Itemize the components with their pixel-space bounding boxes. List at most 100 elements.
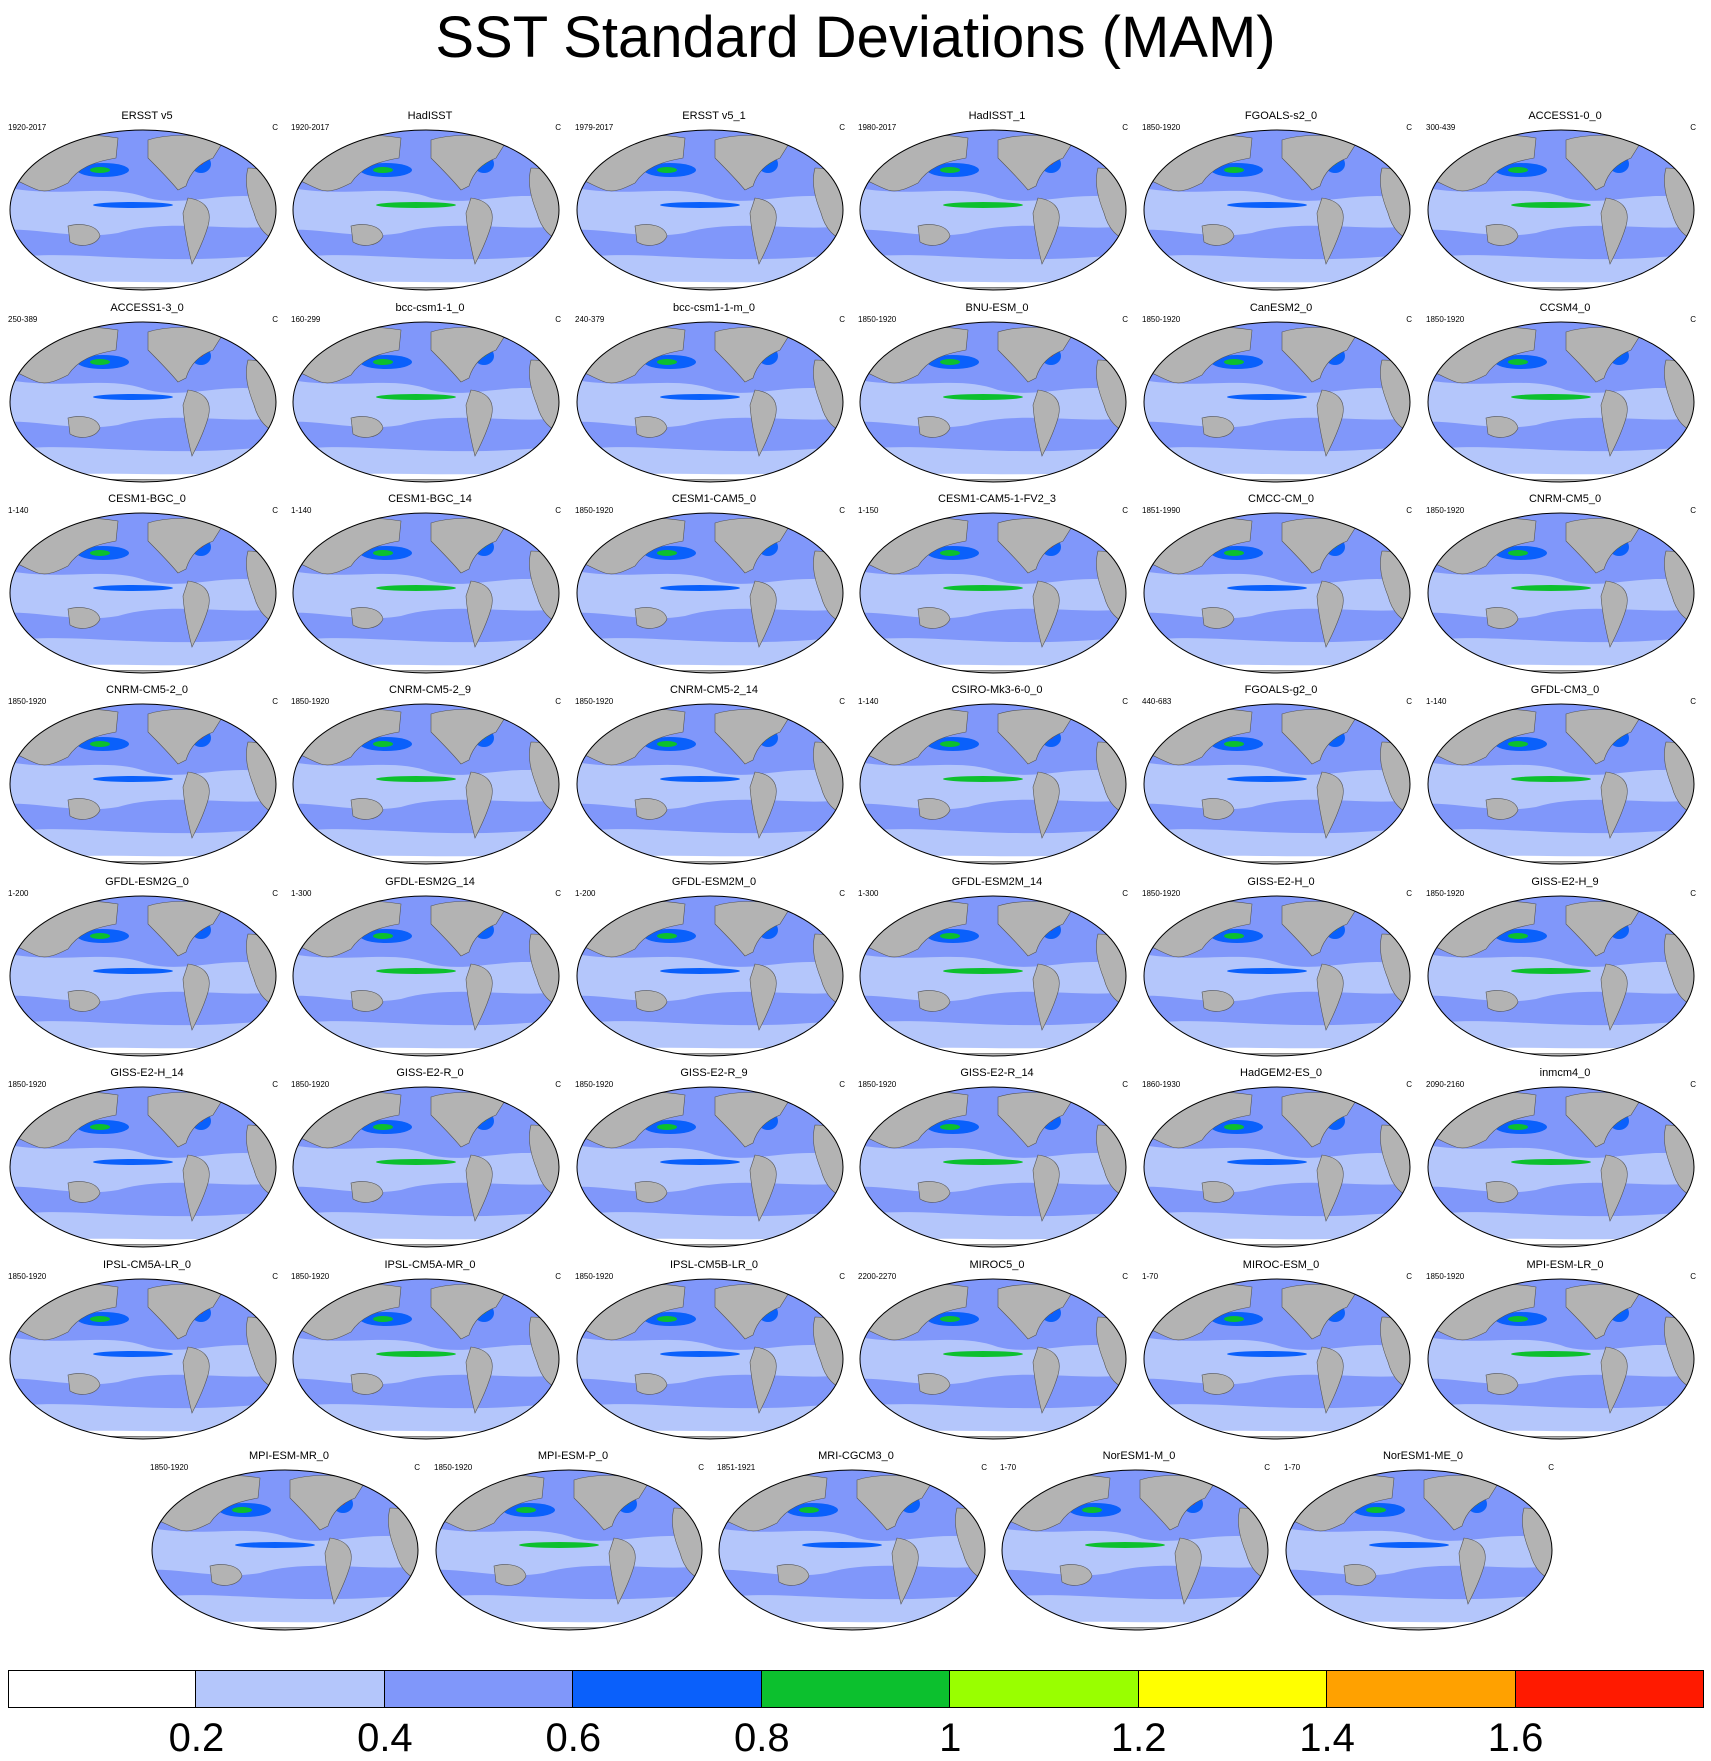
south-america-landmass — [465, 771, 493, 839]
kuroshio-core-anomaly — [373, 933, 393, 939]
low-variability-band — [1002, 1528, 1268, 1576]
panel-title: CSIRO-Mk3-6-0_0 — [951, 684, 1043, 696]
map-border — [435, 1469, 703, 1631]
panel-years: 1-200 — [8, 889, 29, 898]
panel-title: CNRM-CM5-2_0 — [106, 684, 188, 696]
map-border — [9, 895, 277, 1057]
north-america-landmass — [997, 901, 1074, 957]
panel-years: 1850-1920 — [858, 1080, 897, 1089]
panel-units: C — [1406, 697, 1412, 706]
panel-title: GFDL-ESM2G_0 — [105, 876, 189, 888]
south-america-landmass — [891, 1537, 919, 1605]
panel-units: C — [555, 1272, 561, 1281]
map-plot — [292, 1086, 560, 1248]
map-plot — [1143, 129, 1411, 291]
panel-title: GFDL-CM3_0 — [1530, 684, 1600, 696]
map-panel: CNRM-CM5-2_14 1850-1920 C — [575, 684, 853, 874]
low-variability-band — [860, 188, 1126, 236]
panel-units: C — [1122, 1080, 1128, 1089]
map-border — [1143, 129, 1411, 291]
panel-title: FGOALS-s2_0 — [1244, 110, 1318, 122]
kuroshio-core-anomaly — [940, 1316, 960, 1322]
map-plot — [9, 1086, 277, 1248]
panel-years: 1850-1920 — [8, 1080, 47, 1089]
australia-landmass — [67, 224, 101, 246]
low-variability-band — [10, 1145, 276, 1193]
map-plot — [9, 895, 277, 1057]
panel-units: C — [839, 506, 845, 515]
panel-years: 1850-1920 — [1426, 315, 1465, 324]
australia-landmass — [634, 607, 668, 629]
panel-title: ERSST v5 — [121, 110, 173, 122]
map-border — [576, 1086, 844, 1248]
panel-units: C — [839, 1272, 845, 1281]
kuroshio-core-anomaly — [373, 1316, 393, 1322]
panel-units: C — [981, 1463, 987, 1472]
kuroshio-core-anomaly — [1366, 1507, 1386, 1513]
kuroshio-core-anomaly — [1508, 550, 1528, 556]
map-panel: GISS-E2-R_14 1850-1920 C — [858, 1067, 1136, 1257]
south-america-landmass — [1600, 771, 1628, 839]
australia-landmass — [917, 1181, 951, 1203]
australia-landmass — [1485, 607, 1519, 629]
kuroshio-core-anomaly — [1224, 167, 1244, 173]
low-variability-band — [436, 1528, 702, 1576]
australia-landmass — [67, 416, 101, 438]
panel-title: IPSL-CM5B-LR_0 — [669, 1259, 759, 1271]
map-plot — [576, 129, 844, 291]
australia-landmass — [67, 798, 101, 820]
panel-units: C — [1406, 315, 1412, 324]
north-america-landmass — [147, 518, 224, 574]
low-variability-band — [10, 380, 276, 428]
panel-title: GISS-E2-R_14 — [960, 1067, 1034, 1079]
equatorial-pacific-anomaly — [376, 968, 456, 974]
map-panel: GFDL-ESM2G_0 1-200 C — [8, 876, 286, 1066]
map-panel: MPI-ESM-MR_0 1850-1920 C — [150, 1450, 428, 1640]
map-panel: CESM1-CAM5-1-FV2_3 1-150 C — [858, 493, 1136, 683]
map-plot — [292, 512, 560, 674]
colorbar-swatch — [761, 1670, 951, 1708]
map-plot — [576, 703, 844, 865]
equatorial-pacific-anomaly — [660, 585, 740, 591]
map-border — [718, 1469, 986, 1631]
australia-landmass — [350, 224, 384, 246]
low-variability-band — [577, 188, 843, 236]
australia-landmass — [917, 990, 951, 1012]
panel-title: IPSL-CM5A-MR_0 — [384, 1259, 476, 1271]
map-panel: IPSL-CM5A-LR_0 1850-1920 C — [8, 1259, 286, 1449]
equatorial-pacific-anomaly — [1369, 1542, 1449, 1548]
map-border — [1427, 321, 1695, 483]
panel-years: 1850-1920 — [8, 1272, 47, 1281]
panel-title: HadGEM2-ES_0 — [1240, 1067, 1322, 1079]
panel-years: 250-389 — [8, 315, 38, 324]
south-america-landmass — [608, 1537, 636, 1605]
south-america-landmass — [324, 1537, 352, 1605]
low-variability-band — [1286, 1528, 1552, 1576]
kuroshio-core-anomaly — [940, 1124, 960, 1130]
panel-years: 1851-1921 — [717, 1463, 756, 1472]
equatorial-pacific-anomaly — [376, 776, 456, 782]
kuroshio-core-anomaly — [657, 1124, 677, 1130]
panel-years: 1850-1920 — [1426, 506, 1465, 515]
australia-landmass — [917, 224, 951, 246]
colorbar-swatch — [950, 1670, 1139, 1708]
north-america-landmass — [430, 135, 507, 191]
map-plot — [859, 703, 1127, 865]
low-variability-band — [577, 1145, 843, 1193]
panel-years: 1850-1920 — [858, 315, 897, 324]
north-america-landmass — [147, 1092, 224, 1148]
map-plot — [292, 321, 560, 483]
south-america-landmass — [1032, 580, 1060, 648]
map-plot — [1427, 1278, 1695, 1440]
panel-units: C — [272, 1080, 278, 1089]
kuroshio-core-anomaly — [940, 550, 960, 556]
low-variability-band — [860, 380, 1126, 428]
australia-landmass — [1201, 416, 1235, 438]
map-plot — [9, 703, 277, 865]
map-border — [576, 1278, 844, 1440]
low-variability-band — [1144, 380, 1410, 428]
panel-years: 1850-1920 — [291, 697, 330, 706]
kuroshio-core-anomaly — [657, 1316, 677, 1322]
equatorial-pacific-anomaly — [1511, 1159, 1591, 1165]
low-variability-band — [577, 1337, 843, 1385]
